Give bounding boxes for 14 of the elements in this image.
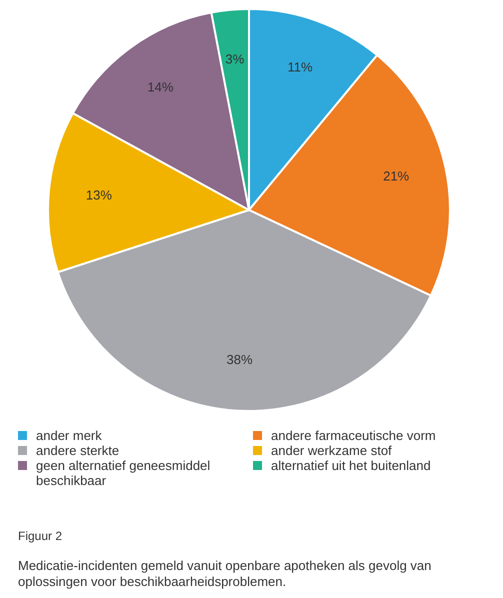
data-label: 13% [86, 187, 112, 202]
legend-label: alternatief uit het buitenland [271, 458, 431, 473]
data-label: 21% [383, 168, 410, 184]
data-label: 38% [226, 352, 253, 367]
legend-label: ander merk [36, 428, 102, 443]
data-label: 11% [288, 60, 314, 75]
text: Medicatie-incidenten gemeld vanuit openbare apotheken als gevolg van oplossingen voor beschikbaarheidsproblemen. [18, 558, 432, 589]
data-label: 14% [147, 79, 174, 94]
legend-label: geen alternatief geneesmiddel beschikbaar [36, 458, 210, 488]
legend-label: ander werkzame stof [271, 443, 392, 458]
legend-label: andere farmaceutische vorm [271, 428, 436, 443]
text: Figuur 2 [18, 529, 62, 543]
data-label: 3% [225, 51, 245, 66]
legend-label: andere sterkte [36, 443, 120, 458]
